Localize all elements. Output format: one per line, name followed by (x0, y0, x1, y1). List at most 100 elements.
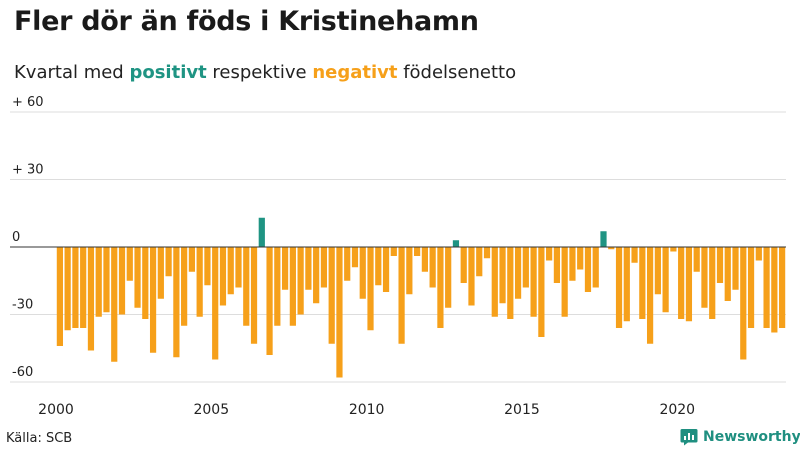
bar (460, 247, 467, 283)
bar (235, 247, 242, 288)
bar (165, 247, 172, 277)
bar (367, 247, 374, 331)
bar (390, 247, 397, 256)
bar (196, 247, 203, 317)
bar (662, 247, 669, 313)
bar (274, 247, 281, 326)
bar (476, 247, 483, 277)
bar (639, 247, 646, 319)
bar (646, 247, 654, 344)
subtitle-negative: negativt (312, 62, 398, 83)
bar (219, 247, 227, 306)
bar (538, 247, 545, 337)
bar (382, 247, 390, 292)
bar (678, 247, 685, 319)
bar (584, 247, 592, 292)
bar (289, 247, 296, 326)
bar (553, 247, 561, 283)
bar (118, 247, 126, 315)
subtitle-text-2: respektive (206, 62, 313, 83)
bar (468, 247, 475, 306)
bar (670, 247, 677, 252)
bar (483, 247, 491, 259)
bar (227, 247, 234, 295)
bar (701, 247, 708, 308)
bar (243, 247, 250, 326)
x-tick-label: 2010 (349, 402, 385, 418)
x-tick-label: 2015 (504, 402, 540, 418)
bar (437, 247, 444, 328)
bar (181, 247, 188, 326)
bar (204, 247, 211, 286)
bar (212, 247, 219, 360)
bar (445, 247, 452, 308)
bar (103, 247, 110, 313)
bar (771, 247, 778, 333)
chart-subtitle: Kvartal med positivt respektive negativt… (14, 62, 516, 83)
bar (414, 247, 421, 256)
bar (95, 247, 102, 317)
bar (709, 247, 716, 319)
bar (631, 247, 638, 263)
y-tick-label: -30 (12, 298, 33, 313)
bar (452, 240, 460, 247)
bar (732, 247, 739, 290)
y-tick-label: 0 (12, 230, 20, 245)
bar (344, 247, 351, 281)
bar (421, 247, 428, 272)
bar (522, 247, 529, 288)
chart-title: Fler dör än föds i Kristinehamn (14, 6, 479, 37)
bar (763, 247, 770, 328)
newsworthy-icon (680, 429, 698, 446)
bar (654, 247, 661, 295)
x-tick-label: 2005 (193, 402, 229, 418)
bar (142, 247, 149, 319)
y-tick-label: + 60 (12, 95, 44, 110)
subtitle-positive: positivt (129, 62, 207, 83)
bar (499, 247, 506, 304)
bar (320, 247, 328, 288)
bar (779, 247, 786, 328)
bar (359, 247, 366, 299)
bar (747, 247, 755, 328)
bar (111, 247, 118, 362)
bar (188, 247, 196, 272)
bar (281, 247, 289, 290)
bar (258, 217, 265, 247)
bar (546, 247, 553, 261)
bar (561, 247, 568, 317)
bar (80, 247, 87, 328)
bar (64, 247, 71, 331)
bar (514, 247, 522, 299)
y-tick-label: -60 (12, 365, 33, 380)
bar (608, 247, 615, 250)
bar (126, 247, 133, 281)
bar (375, 247, 382, 286)
bar (615, 247, 623, 328)
bar (56, 247, 63, 346)
bar (569, 247, 576, 281)
bar (87, 247, 95, 351)
bar (266, 247, 273, 355)
bar (592, 247, 599, 288)
bar (693, 247, 700, 272)
bar (507, 247, 514, 319)
y-tick-label: + 30 (12, 163, 44, 178)
bar (685, 247, 693, 322)
bar (149, 247, 157, 353)
bar (724, 247, 731, 301)
bar (577, 247, 584, 270)
bar (157, 247, 164, 299)
bar (716, 247, 724, 283)
bar (398, 247, 405, 344)
subtitle-text-3: födelsenetto (397, 62, 517, 83)
bar (173, 247, 180, 358)
bar (313, 247, 320, 304)
subtitle-text-1: Kvartal med (14, 62, 130, 83)
bar (600, 231, 607, 247)
newsworthy-logo[interactable]: Newsworthy (680, 428, 800, 446)
bar (755, 247, 762, 261)
bar (491, 247, 498, 317)
bar (623, 247, 630, 322)
